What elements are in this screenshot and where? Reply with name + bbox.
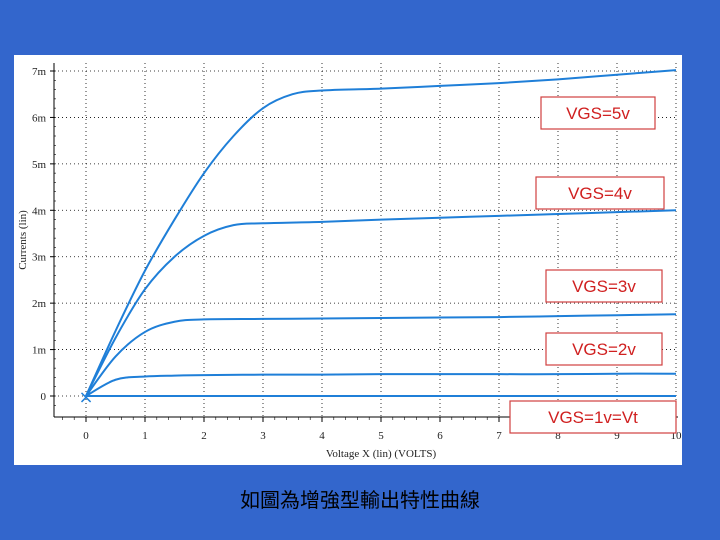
origin-marker: ×: [78, 387, 93, 408]
annotation-box-1: [540, 96, 656, 130]
x-tick-label: 8: [555, 430, 561, 442]
y-axis-title: Currents (lin): [17, 210, 29, 270]
annotation-label-3: VGS=3v: [572, 277, 636, 296]
x-tick-label: 10: [671, 430, 683, 442]
annotation-label-4: VGS=2v: [572, 340, 636, 359]
series-group: ×: [78, 69, 677, 408]
series-line-3: [85, 313, 677, 397]
y-tick-label: 4m: [32, 205, 47, 217]
annotation-label-1: VGS=5v: [566, 104, 630, 123]
annotation-box-3: [545, 269, 663, 303]
series-line-4: [85, 372, 677, 397]
x-tick-label: 3: [260, 430, 266, 442]
x-tick-label: 1: [142, 430, 148, 442]
annotation-box-2: [535, 176, 665, 210]
x-tick-label: 9: [614, 430, 620, 442]
y-tick-label: 0: [41, 391, 47, 403]
slide-caption: 如圖為增強型輸出特性曲線: [240, 488, 480, 512]
y-tick-label: 1m: [32, 345, 47, 357]
annotation-label-5: VGS=1v=Vt: [548, 408, 638, 427]
plot-panel: 7m 6m 5m 4m 3m 2m 1m 0 0 1 2 3 4 5 6 7 8 9 10 × VGS=5v VGS=…: [14, 55, 682, 465]
y-tick-label: 3m: [32, 252, 47, 264]
x-tick-label: 7: [496, 430, 502, 442]
x-tick-label: 0: [83, 430, 89, 442]
series-line-2: [85, 209, 677, 397]
x-tick-label: 6: [437, 430, 443, 442]
x-tick-label: 2: [201, 430, 207, 442]
annotation-label-2: VGS=4v: [568, 184, 632, 203]
y-tick-label: 2m: [32, 298, 47, 310]
annotation-box-4: [545, 332, 663, 366]
series-line-1: [85, 69, 677, 397]
annotations: VGS=5v VGS=4v VGS=3v VGS=2v VGS=1v=Vt: [509, 96, 677, 434]
x-tick-label: 5: [378, 430, 384, 442]
x-axis-title: Voltage X (lin) (VOLTS): [326, 448, 437, 460]
annotation-box-5: [509, 400, 677, 434]
y-tick-label: 5m: [32, 159, 47, 171]
grid: [54, 63, 678, 417]
y-tick-label: 6m: [32, 112, 47, 124]
y-tick-label: 7m: [32, 66, 47, 78]
x-tick-label: 4: [319, 430, 325, 442]
